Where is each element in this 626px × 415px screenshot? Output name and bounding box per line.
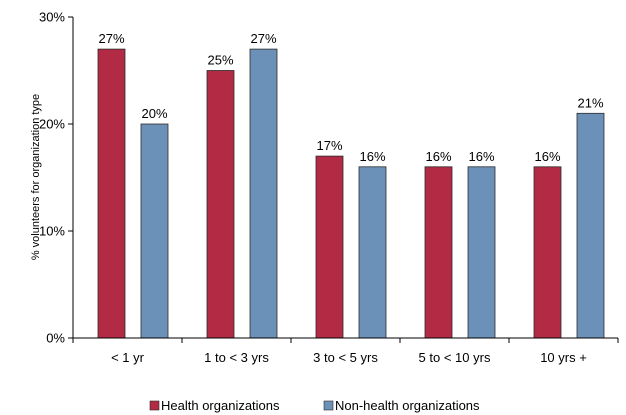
category-label: 5 to < 10 yrs xyxy=(419,350,491,365)
legend-swatch-non-health xyxy=(323,400,334,411)
data-label: 25% xyxy=(207,53,233,68)
data-label: 27% xyxy=(250,31,276,46)
bar-health xyxy=(206,70,235,339)
data-label: 21% xyxy=(577,95,603,110)
data-labels: 27% 25% 17% 16% 16% 20% 27% 16% 16% 21% xyxy=(98,31,603,164)
y-tick-label: 0% xyxy=(46,331,65,346)
bar-non-health xyxy=(140,123,169,339)
bars xyxy=(97,48,605,339)
y-axis-title: % volunteers for organization type xyxy=(30,94,42,260)
y-tick-label: 10% xyxy=(39,224,65,239)
data-label: 20% xyxy=(141,106,167,121)
category-label: 3 to < 5 yrs xyxy=(313,350,378,365)
category-label: < 1 yr xyxy=(111,350,145,365)
bar-non-health xyxy=(467,166,496,339)
x-axis-categories: < 1 yr 1 to < 3 yrs 3 to < 5 yrs 5 to < 10 … xyxy=(72,338,619,365)
legend: Health organizations Non-health organizat… xyxy=(149,398,480,413)
bar-non-health xyxy=(358,166,387,339)
y-tick-label: 30% xyxy=(39,10,65,25)
y-axis-ticks: 0% 10% 20% 30% xyxy=(39,10,73,346)
bar-health xyxy=(315,155,344,339)
category-label: 1 to < 3 yrs xyxy=(204,350,269,365)
bar-health xyxy=(533,166,562,339)
data-label: 16% xyxy=(468,149,494,164)
data-label: 16% xyxy=(534,149,560,164)
legend-label-non-health: Non-health organizations xyxy=(335,398,480,413)
legend-label-health: Health organizations xyxy=(161,398,280,413)
bar-health xyxy=(97,48,126,339)
bar-health xyxy=(424,166,453,339)
data-label: 16% xyxy=(359,149,385,164)
bar-non-health xyxy=(249,48,278,339)
y-tick-label: 20% xyxy=(39,117,65,132)
bar-non-health xyxy=(576,112,605,339)
legend-swatch-health xyxy=(149,400,160,411)
data-label: 16% xyxy=(425,149,451,164)
data-label: 17% xyxy=(316,138,342,153)
category-label: 10 yrs + xyxy=(540,350,587,365)
data-label: 27% xyxy=(98,31,124,46)
